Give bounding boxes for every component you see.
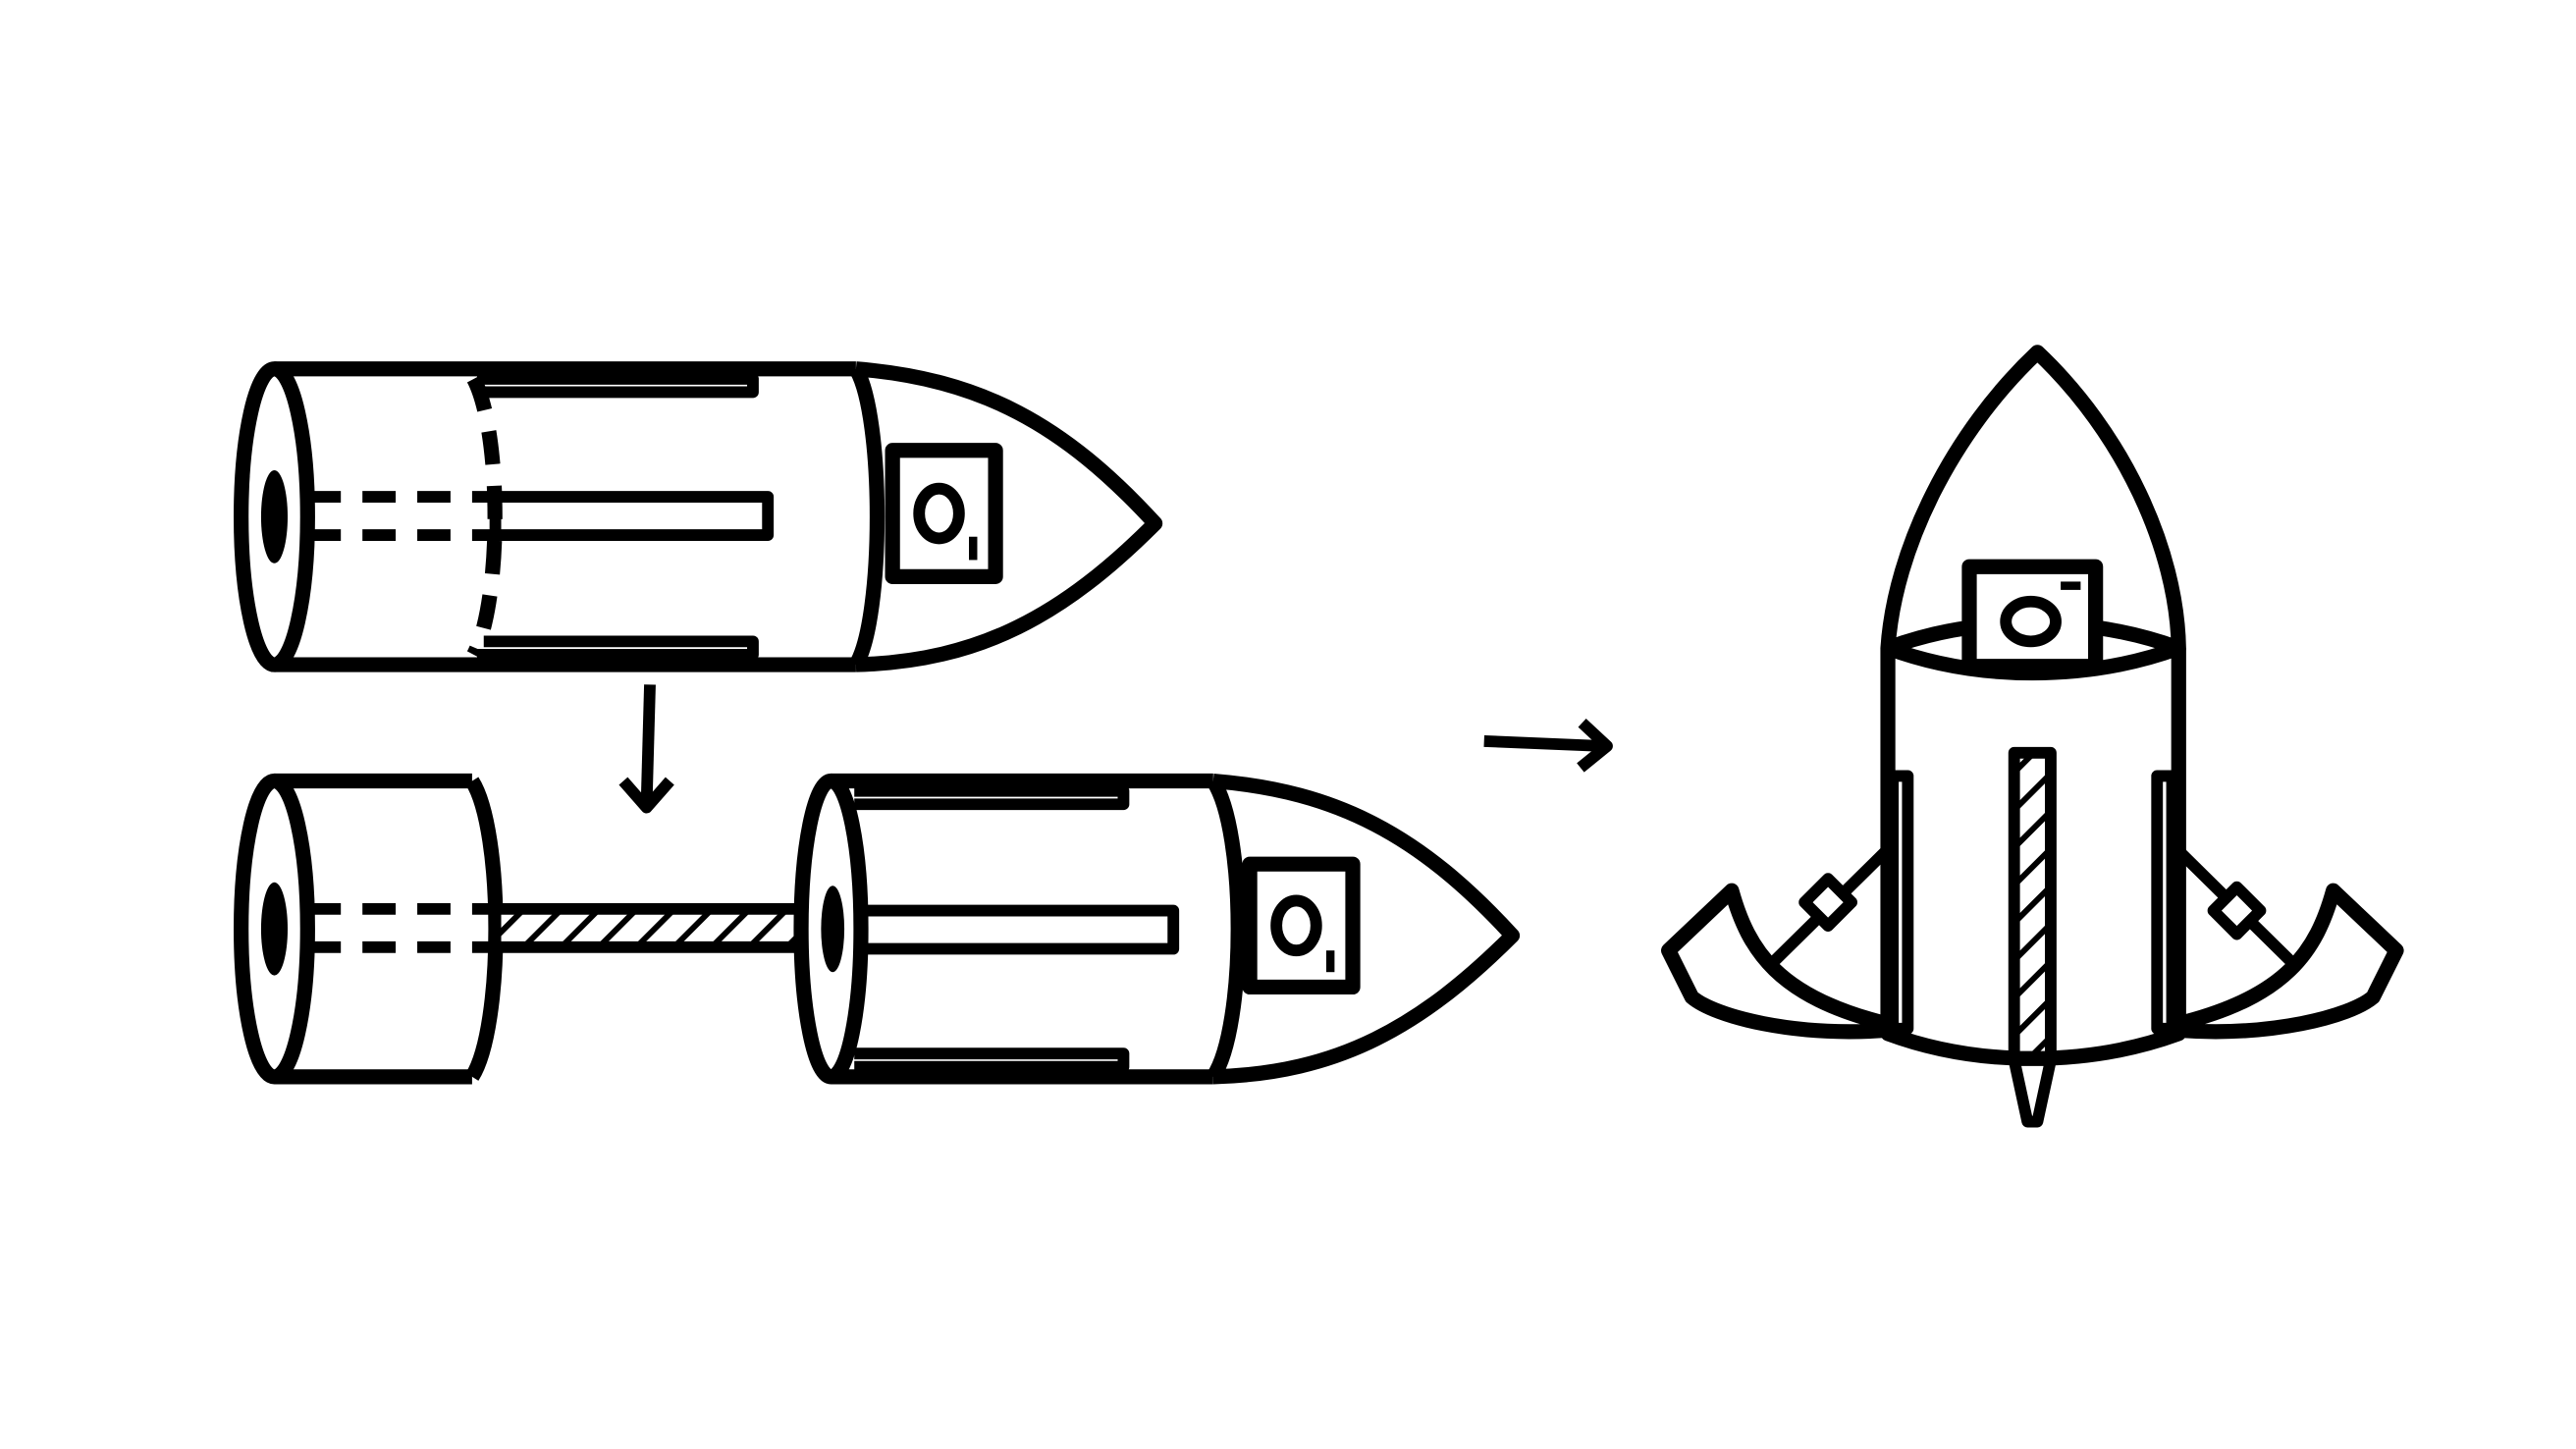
camera-window-icon <box>885 443 1003 584</box>
ground-spike <box>2008 746 2057 1063</box>
vertical-rocket-landed <box>1661 345 2404 1128</box>
down-arrow <box>618 684 674 814</box>
right-arrow <box>1483 718 1613 773</box>
left-landing-leg <box>1661 846 1891 1040</box>
extension-rod <box>489 902 834 953</box>
horizontal-rocket-assembled <box>234 361 1163 672</box>
exhaust-hole-icon <box>260 470 289 564</box>
right-landing-leg <box>2174 846 2404 1040</box>
rocket-separated-with-rod <box>234 773 1521 1085</box>
